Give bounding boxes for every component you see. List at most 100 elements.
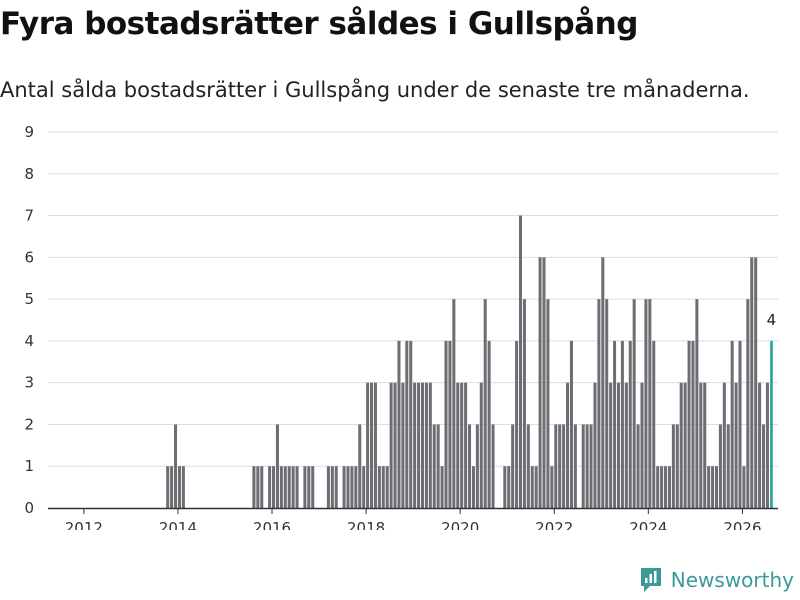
bar <box>518 215 522 509</box>
bar <box>581 424 585 508</box>
bar <box>260 466 264 508</box>
bar <box>679 382 683 508</box>
newsworthy-icon <box>640 568 661 592</box>
bar <box>546 299 550 508</box>
bar <box>491 424 495 508</box>
bar <box>738 340 742 508</box>
bar <box>526 424 530 508</box>
bar <box>393 382 397 508</box>
bar <box>730 340 734 508</box>
y-tick-label: 1 <box>24 457 34 475</box>
y-tick-label: 2 <box>24 415 34 433</box>
bar <box>385 466 389 508</box>
newsworthy-logo[interactable]: Newsworthy <box>639 566 794 594</box>
bar <box>170 466 174 508</box>
bar <box>593 382 597 508</box>
bar <box>609 382 613 508</box>
x-tick-label: 2026 <box>723 519 761 530</box>
bar <box>471 466 475 508</box>
bar <box>683 382 687 508</box>
x-tick-label: 2024 <box>629 519 667 530</box>
bar <box>503 466 507 508</box>
bar <box>166 466 170 508</box>
bar <box>750 257 754 508</box>
bar <box>585 424 589 508</box>
bar <box>538 257 542 508</box>
bar <box>420 382 424 508</box>
bar <box>272 466 276 508</box>
brand-name: Newsworthy <box>670 568 794 592</box>
bar <box>311 466 315 508</box>
bar <box>754 257 758 508</box>
bar <box>181 466 185 508</box>
bar <box>530 466 534 508</box>
bar <box>695 299 699 508</box>
bar <box>589 424 593 508</box>
bar <box>483 299 487 508</box>
bar-latest <box>770 340 773 508</box>
y-tick-label: 4 <box>24 332 34 350</box>
bar <box>401 382 405 508</box>
bar <box>718 424 722 508</box>
bar <box>628 340 632 508</box>
x-axis-ticks: 2012 2014 2016 2018 2020 2022 2024 2026 <box>65 508 762 530</box>
bar <box>252 466 256 508</box>
bar <box>613 340 617 508</box>
bar <box>660 466 664 508</box>
x-tick-label: 2018 <box>347 519 385 530</box>
bar <box>358 424 362 508</box>
bar <box>648 299 652 508</box>
bar <box>409 340 413 508</box>
bar <box>534 466 538 508</box>
bar <box>511 424 515 508</box>
bar <box>424 382 428 508</box>
bar <box>366 382 370 508</box>
bar <box>444 340 448 508</box>
bar <box>373 382 377 508</box>
bar <box>460 382 464 508</box>
bar <box>644 299 648 508</box>
bar <box>566 382 570 508</box>
gridlines <box>48 131 778 467</box>
bar <box>711 466 715 508</box>
bar <box>350 466 354 508</box>
chart-subtitle: Antal sålda bostadsrätter i Gullspång un… <box>0 78 750 102</box>
bar <box>436 424 440 508</box>
bar <box>330 466 334 508</box>
bar <box>558 424 562 508</box>
y-tick-label: 9 <box>24 123 34 141</box>
bar <box>742 466 746 508</box>
bar <box>746 299 750 508</box>
bar <box>413 382 417 508</box>
bar <box>597 299 601 508</box>
bar <box>726 424 730 508</box>
bar <box>573 424 577 508</box>
x-tick-label: 2014 <box>159 519 197 530</box>
bar <box>479 382 483 508</box>
bar <box>656 466 660 508</box>
bar <box>279 466 283 508</box>
bar <box>417 382 421 508</box>
bar <box>664 466 668 508</box>
bar <box>507 466 511 508</box>
bar <box>452 299 456 508</box>
bar <box>691 340 695 508</box>
bar <box>707 466 711 508</box>
bar <box>468 424 472 508</box>
bar <box>389 382 393 508</box>
bar <box>334 466 338 508</box>
bar <box>765 382 769 508</box>
bar <box>303 466 307 508</box>
bar <box>699 382 703 508</box>
bar <box>405 340 409 508</box>
bar <box>562 424 566 508</box>
bar <box>370 382 374 508</box>
bar <box>722 382 726 508</box>
bars <box>166 215 773 509</box>
x-tick-label: 2012 <box>65 519 103 530</box>
bar <box>174 424 178 508</box>
bar <box>671 424 675 508</box>
chart-title: Fyra bostadsrätter såldes i Gullspång <box>0 6 638 42</box>
bar <box>287 466 291 508</box>
bar <box>522 299 526 508</box>
